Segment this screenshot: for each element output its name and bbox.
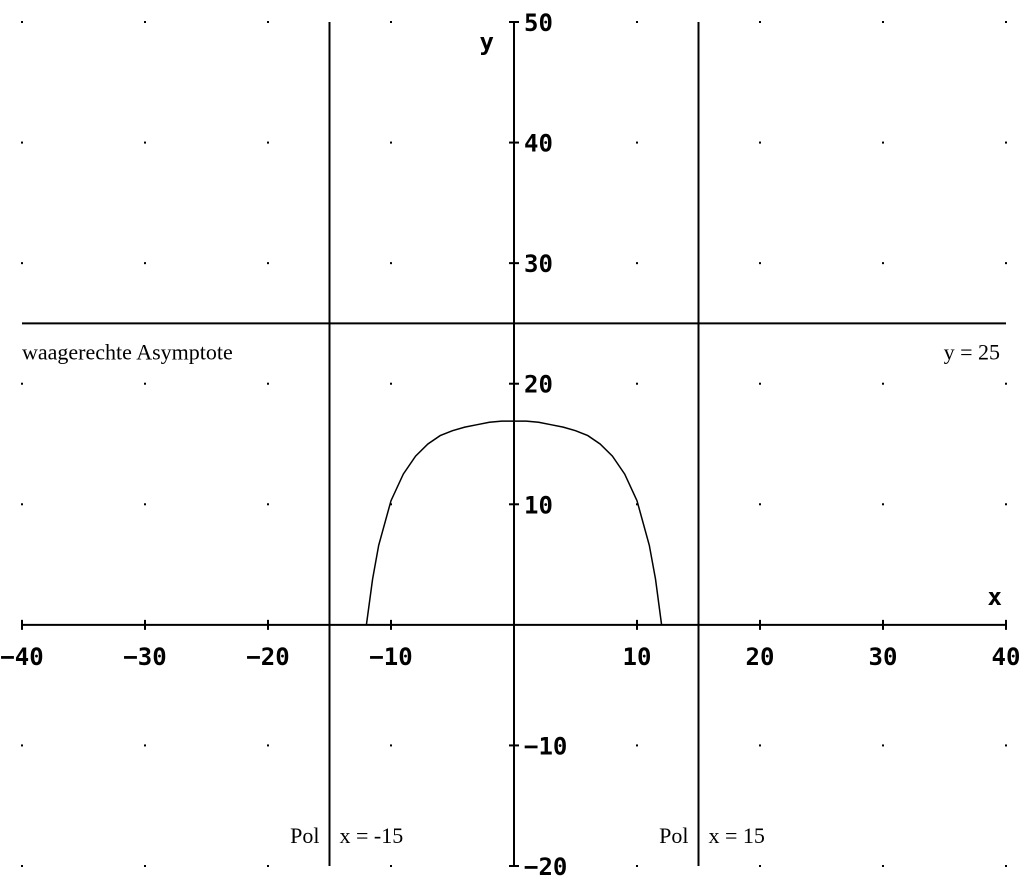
grid-dot xyxy=(390,21,392,23)
grid-dot xyxy=(1005,21,1007,23)
grid-dot xyxy=(882,865,884,867)
grid-dot xyxy=(144,503,146,506)
grid-dot xyxy=(759,744,761,747)
grid-dot xyxy=(390,865,392,867)
x-tick-label: 40 xyxy=(992,643,1021,671)
grid-dot xyxy=(636,503,638,506)
y-tick-label: 20 xyxy=(524,371,553,399)
grid-dot xyxy=(267,262,269,265)
grid-dot xyxy=(267,141,269,144)
pole-label: Pol xyxy=(659,823,688,848)
x-tick-label: −30 xyxy=(123,643,166,671)
grid-dot xyxy=(759,262,761,265)
grid-dot xyxy=(144,141,146,144)
grid-dot xyxy=(882,141,884,144)
grid-dot xyxy=(21,503,23,506)
grid-dot xyxy=(759,21,761,23)
grid-dot xyxy=(21,865,23,867)
x-tick-label: −20 xyxy=(246,643,289,671)
x-tick-label: −40 xyxy=(0,643,43,671)
grid-dot xyxy=(21,262,23,265)
grid-dot xyxy=(759,141,761,144)
grid-dot xyxy=(882,503,884,506)
grid-dot xyxy=(267,865,269,867)
grid-dot xyxy=(882,262,884,265)
x-tick-label: −10 xyxy=(369,643,412,671)
horizontal-asymptote-label: waagerechte Asymptote xyxy=(22,339,233,364)
y-tick-label: −20 xyxy=(524,853,567,877)
grid-dot xyxy=(1005,865,1007,867)
tick-marks xyxy=(21,21,1007,867)
grid-dot xyxy=(759,865,761,867)
y-axis-label: y xyxy=(480,28,494,56)
grid-dot xyxy=(267,503,269,506)
grid-dot xyxy=(390,503,392,506)
y-tick-label: 40 xyxy=(524,130,553,158)
grid-dot xyxy=(144,865,146,867)
grid-dot xyxy=(636,21,638,23)
asymptotes xyxy=(22,22,1006,866)
x-tick-label: 10 xyxy=(623,643,652,671)
grid-dot xyxy=(1005,503,1007,506)
pole-equation: x = -15 xyxy=(340,823,404,848)
y-tick-label: −10 xyxy=(524,732,567,760)
x-axis-label: x xyxy=(988,583,1002,611)
grid-dot xyxy=(636,262,638,265)
grid-dot xyxy=(882,382,884,385)
y-tick-label: 50 xyxy=(524,9,553,37)
y-tick-label: 10 xyxy=(524,491,553,519)
grid-dot xyxy=(636,141,638,144)
grid-dot xyxy=(636,382,638,385)
grid-dot xyxy=(21,744,23,747)
y-tick-label: 30 xyxy=(524,250,553,278)
grid-dot xyxy=(267,744,269,747)
grid-dot xyxy=(636,865,638,867)
grid-dot xyxy=(390,141,392,144)
axes xyxy=(22,22,1006,866)
grid-dot xyxy=(144,744,146,747)
grid-dot xyxy=(1005,141,1007,144)
pole-label: Pol xyxy=(290,823,319,848)
grid-dot xyxy=(390,382,392,385)
labels: −40 −30 −20 −10 10 20 30 40 −20 −10 10 20 30 40 50 x y wa… xyxy=(0,9,1020,877)
grid-dot xyxy=(390,744,392,747)
grid-dot xyxy=(144,21,146,23)
grid-dot xyxy=(636,744,638,747)
grid-dot xyxy=(759,503,761,506)
x-tick-label: 20 xyxy=(746,643,775,671)
grid-dot xyxy=(1005,382,1007,385)
curve xyxy=(365,420,663,626)
grid-dot xyxy=(882,21,884,23)
x-tick-label: 30 xyxy=(869,643,898,671)
grid-dot xyxy=(21,141,23,144)
grid-dot xyxy=(1005,744,1007,747)
grid-dot xyxy=(267,21,269,23)
grid-dot xyxy=(21,382,23,385)
grid-dot xyxy=(390,262,392,265)
grid-dot xyxy=(882,744,884,747)
function-curve xyxy=(365,420,663,626)
pole-equation: x = 15 xyxy=(709,823,765,848)
grid-dot xyxy=(21,21,23,23)
grid-dot xyxy=(267,382,269,385)
grid-dot xyxy=(1005,262,1007,265)
horizontal-asymptote-value: y = 25 xyxy=(944,339,1000,364)
grid-dot xyxy=(144,382,146,385)
grid-dot xyxy=(144,262,146,265)
grid-dot xyxy=(759,382,761,385)
